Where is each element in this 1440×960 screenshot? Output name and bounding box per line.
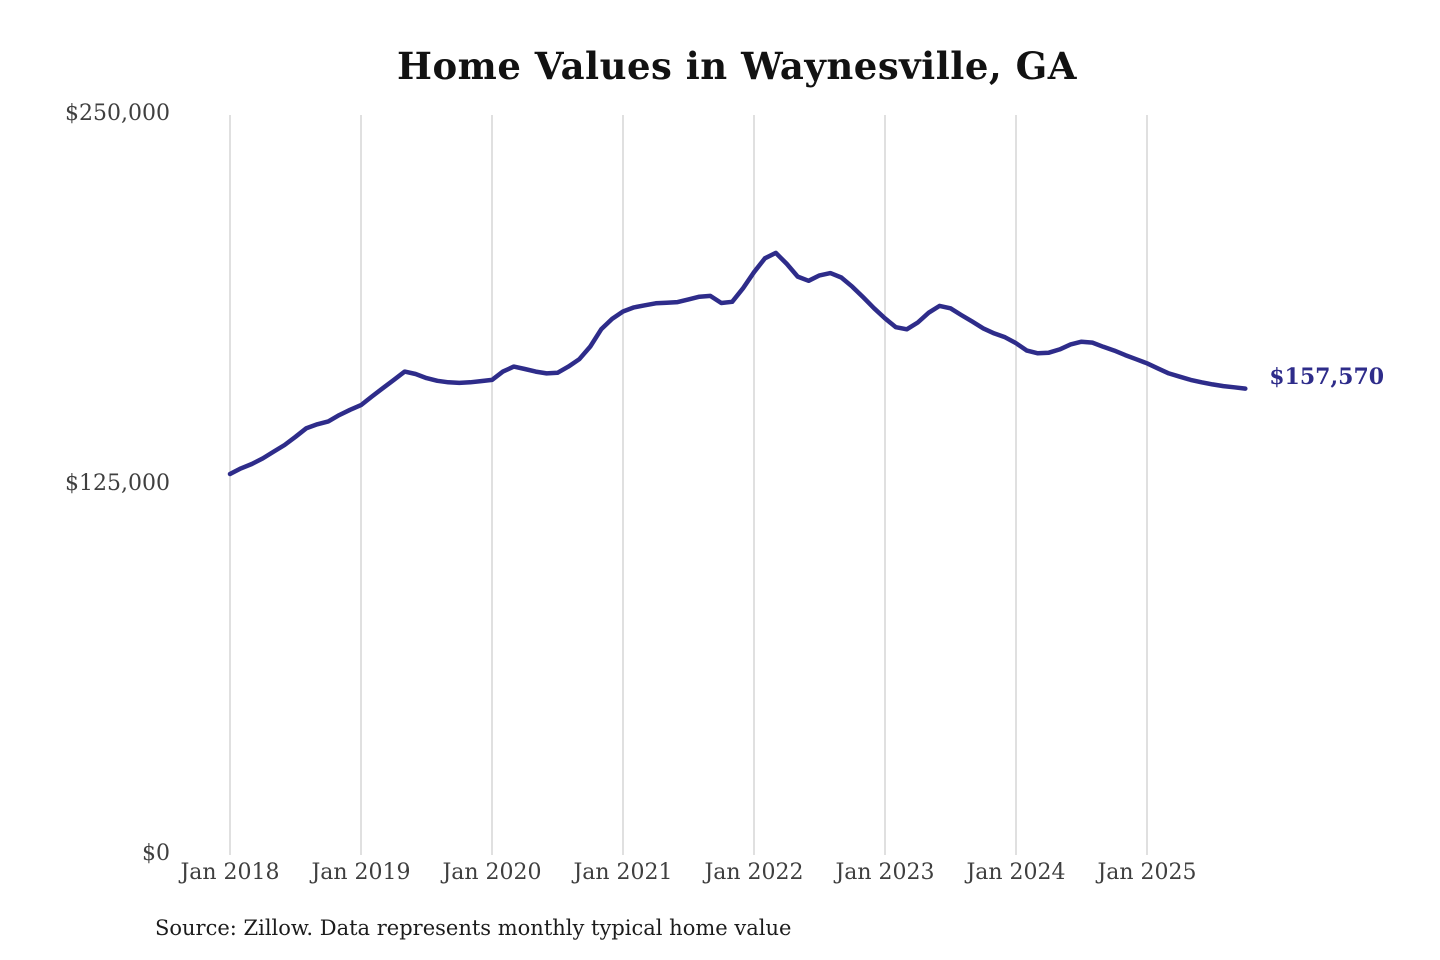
x-axis-label: Jan 2019 <box>311 860 411 885</box>
x-axis-label: Jan 2022 <box>704 860 804 885</box>
current-value-label: $157,570 <box>1269 363 1385 390</box>
x-axis-label: Jan 2024 <box>966 860 1066 885</box>
source-note: Source: Zillow. Data represents monthly … <box>155 916 792 940</box>
x-axis-label: Jan 2021 <box>573 860 673 885</box>
x-axis-label: Jan 2023 <box>835 860 935 885</box>
y-axis-label: $125,000 <box>65 471 170 496</box>
home-value-line <box>227 250 1248 477</box>
chart-title: Home Values in Waynesville, GA <box>397 44 1077 88</box>
y-axis-label: $0 <box>142 841 170 866</box>
x-axis-label: Jan 2020 <box>442 860 542 885</box>
x-axis-label: Jan 2025 <box>1097 860 1197 885</box>
y-axis-label: $250,000 <box>65 101 170 126</box>
x-axis-label: Jan 2018 <box>180 860 280 885</box>
